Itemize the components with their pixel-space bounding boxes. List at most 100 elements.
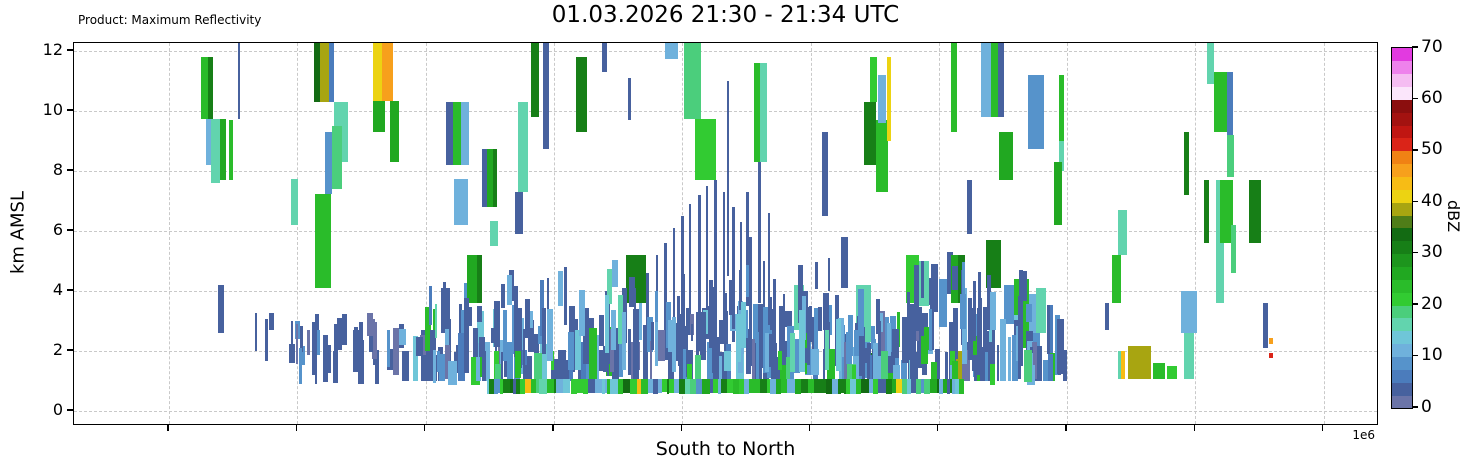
reflectivity-bar — [637, 378, 642, 395]
reflectivity-bar — [419, 334, 428, 355]
x-tick — [1322, 425, 1324, 431]
reflectivity-bar — [556, 378, 563, 393]
reflectivity-bar — [531, 378, 536, 393]
reflectivity-bar — [458, 333, 465, 381]
reflectivity-bar — [609, 329, 615, 372]
colorbar-segment — [1392, 369, 1412, 383]
reflectivity-bar — [299, 348, 303, 384]
reflectivity-bar — [921, 261, 925, 298]
reflectivity-bar — [502, 310, 507, 354]
reflectivity-bar — [895, 378, 903, 393]
reflectivity-bar — [500, 378, 503, 395]
reflectivity-bar — [494, 378, 498, 394]
reflectivity-bar — [729, 280, 735, 316]
reflectivity-bar — [525, 299, 530, 339]
reflectivity-bar — [522, 328, 526, 374]
reflectivity-bar — [712, 287, 717, 335]
reflectivity-bar — [467, 255, 477, 303]
colorbar-segment — [1392, 48, 1412, 62]
reflectivity-bar — [655, 291, 659, 328]
reflectivity-bar — [494, 301, 500, 347]
reflectivity-bar — [586, 318, 595, 336]
reflectivity-bar — [828, 258, 831, 292]
reflectivity-bar — [1004, 285, 1016, 324]
gridline-vertical — [1067, 43, 1069, 424]
reflectivity-bar — [514, 285, 519, 358]
reflectivity-bar — [619, 325, 623, 378]
reflectivity-bar — [990, 291, 996, 330]
reflectivity-bar — [727, 378, 734, 394]
reflectivity-bar — [741, 301, 746, 348]
reflectivity-bar — [647, 317, 653, 353]
y-tick — [67, 49, 73, 51]
reflectivity-bar — [368, 319, 374, 353]
reflectivity-bar — [699, 311, 706, 361]
reflectivity-bar — [714, 337, 720, 381]
reflectivity-bar — [946, 378, 950, 394]
reflectivity-bar — [315, 193, 331, 288]
reflectivity-bar — [641, 378, 648, 395]
reflectivity-bar — [1263, 303, 1268, 348]
colorbar-segment — [1392, 305, 1412, 319]
reflectivity-bar — [301, 345, 305, 365]
product-label: Product: Maximum Reflectivity — [78, 13, 262, 27]
reflectivity-bar — [695, 118, 716, 180]
reflectivity-bar — [673, 228, 675, 336]
reflectivity-bar — [723, 292, 728, 328]
reflectivity-bar — [653, 378, 658, 394]
gridline-horizontal — [74, 411, 1377, 412]
gridline-vertical — [1195, 43, 1197, 424]
reflectivity-bar — [464, 297, 469, 373]
reflectivity-bar — [558, 350, 566, 381]
reflectivity-bar — [939, 279, 947, 327]
reflectivity-bar — [1057, 318, 1064, 375]
reflectivity-bar — [944, 352, 948, 381]
reflectivity-bar — [289, 343, 295, 364]
reflectivity-bar — [999, 132, 1013, 180]
reflectivity-bar — [880, 351, 889, 384]
reflectivity-bar — [453, 102, 461, 165]
reflectivity-bar — [1184, 132, 1189, 195]
colorbar-tick — [1412, 97, 1418, 100]
reflectivity-bar — [413, 336, 418, 381]
reflectivity-bar — [746, 328, 751, 375]
reflectivity-bar — [589, 327, 597, 380]
chart-title: 01.03.2026 21:30 - 21:34 UTC — [551, 2, 900, 28]
reflectivity-bar — [738, 378, 745, 394]
reflectivity-bar — [374, 350, 380, 384]
reflectivity-bar — [967, 298, 973, 360]
reflectivity-bar — [1112, 255, 1121, 303]
reflectivity-bar — [229, 120, 233, 180]
colorbar-segment — [1392, 253, 1412, 268]
reflectivity-bar — [947, 252, 953, 294]
reflectivity-bar — [570, 378, 577, 395]
gridline-vertical — [938, 43, 940, 424]
y-tick-label: 12 — [42, 40, 63, 59]
colorbar-segment — [1392, 343, 1412, 358]
reflectivity-bar — [535, 378, 540, 393]
reflectivity-bar — [454, 178, 468, 225]
reflectivity-bar — [476, 310, 484, 343]
x-axis-label: South to North — [655, 438, 796, 460]
reflectivity-bar — [813, 378, 820, 393]
reflectivity-bar — [1207, 43, 1214, 84]
reflectivity-bar — [437, 350, 441, 373]
reflectivity-bar — [831, 378, 838, 395]
reflectivity-bar — [497, 333, 501, 381]
x-tick — [1065, 425, 1067, 431]
colorbar-segment — [1392, 150, 1412, 165]
reflectivity-bar — [916, 378, 921, 395]
reflectivity-bar — [942, 378, 947, 393]
reflectivity-bar — [443, 281, 447, 321]
reflectivity-bar — [696, 378, 703, 395]
reflectivity-bar — [877, 321, 882, 357]
reflectivity-bar — [1184, 333, 1194, 379]
reflectivity-bar — [629, 276, 636, 307]
colorbar-segment — [1392, 86, 1412, 100]
colorbar-tick — [1412, 252, 1418, 254]
reflectivity-bar — [846, 332, 850, 364]
reflectivity-bar — [1028, 75, 1044, 149]
reflectivity-bar — [1008, 336, 1012, 381]
colorbar-segment — [1392, 330, 1412, 345]
reflectivity-bar — [1029, 294, 1039, 354]
